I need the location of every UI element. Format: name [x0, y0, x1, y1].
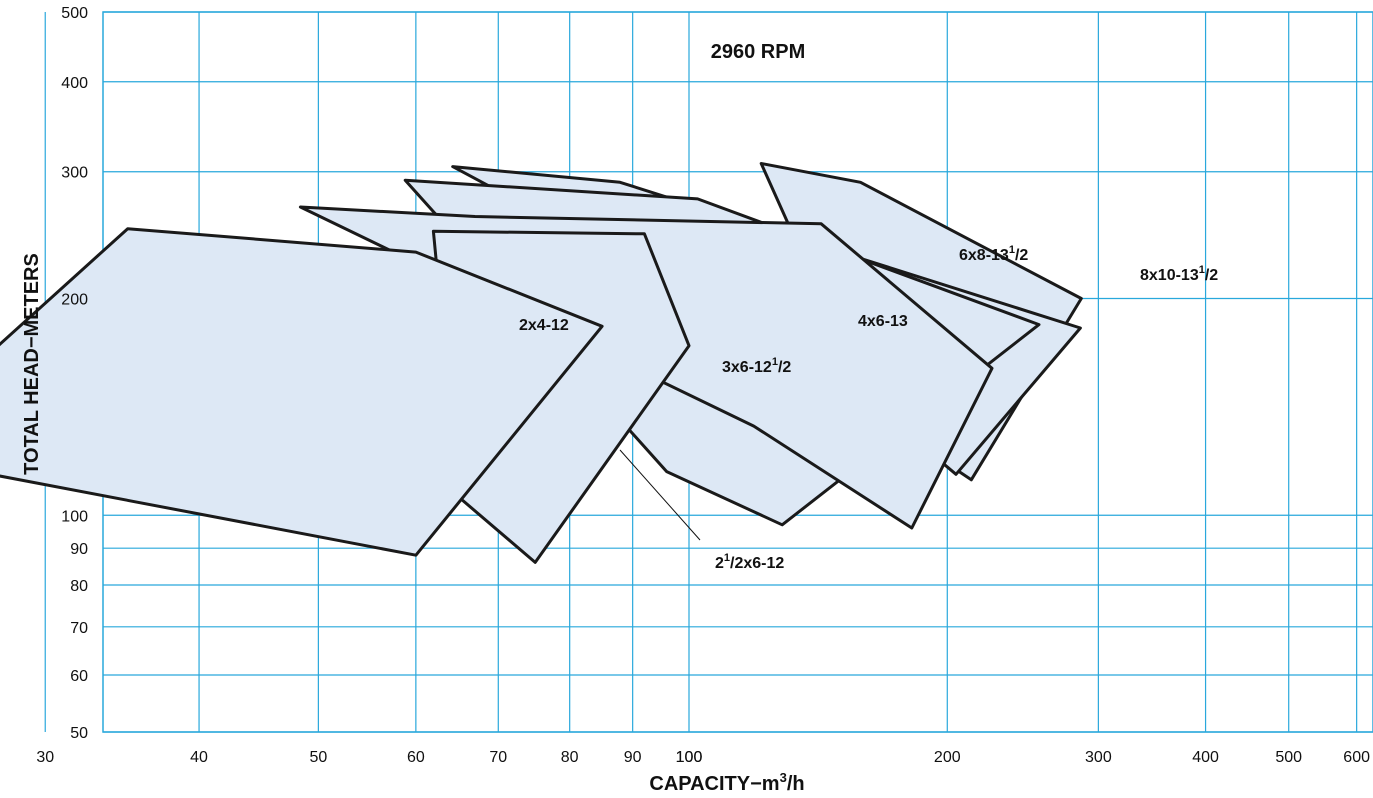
x-tick-label: 60 [407, 749, 425, 766]
x-axis-label: CAPACITY−m3/h [649, 770, 804, 795]
x-tick-label: 50 [309, 749, 327, 766]
leader-line [619, 449, 701, 541]
x-tick-label: 300 [1085, 749, 1112, 766]
y-tick-label: 60 [70, 668, 88, 685]
chart-title: 2960 RPM [711, 41, 806, 63]
series-label-3: 3x6-121/2 [722, 356, 791, 376]
series-label-4: 4x6-13 [858, 313, 908, 330]
y-tick-label: 300 [61, 165, 88, 182]
series-label-6: 8x10-131/2 [1140, 264, 1218, 284]
y-tick-label: 70 [70, 620, 88, 637]
x-tick-label: 40 [190, 749, 208, 766]
x-tick-label: 80 [561, 749, 579, 766]
y-tick-label: 80 [70, 578, 88, 595]
x-tick-label: 100 [676, 749, 703, 766]
series-labels: 2x4-12 21/2x6-12 3x6-121/2 4x6-13 6x8-131/2 8… [519, 244, 1218, 572]
x-tick-label: 100 [676, 749, 703, 766]
tick-labels: 50 60 70 80 90 100 200 300 400 500 30 40 50 60 70 80 90 1… [36, 5, 1370, 766]
x-tick-label: 90 [624, 749, 642, 766]
series-label-5: 6x8-131/2 [959, 244, 1028, 264]
x-tick-label: 400 [1192, 749, 1219, 766]
pump-area-1 [0, 227, 604, 557]
y-tick-label: 200 [61, 292, 88, 309]
x-tick-label: 500 [1275, 749, 1302, 766]
y-tick-label: 500 [61, 5, 88, 22]
y-tick-label: 50 [70, 725, 88, 742]
y-tick-label: 90 [70, 541, 88, 558]
x-tick-label: 200 [934, 749, 961, 766]
x-tick-label: 30 [36, 749, 54, 766]
x-tick-label: 600 [1343, 749, 1370, 766]
x-tick-label: 70 [489, 749, 507, 766]
pump-coverage-areas [0, 162, 1083, 564]
series-label-1: 2x4-12 [519, 317, 569, 334]
series-label-2: 21/2x6-12 [715, 552, 784, 572]
y-tick-label: 400 [61, 75, 88, 92]
y-axis-label: TOTAL HEAD−METERS [21, 253, 43, 475]
y-tick-label: 100 [61, 508, 88, 525]
